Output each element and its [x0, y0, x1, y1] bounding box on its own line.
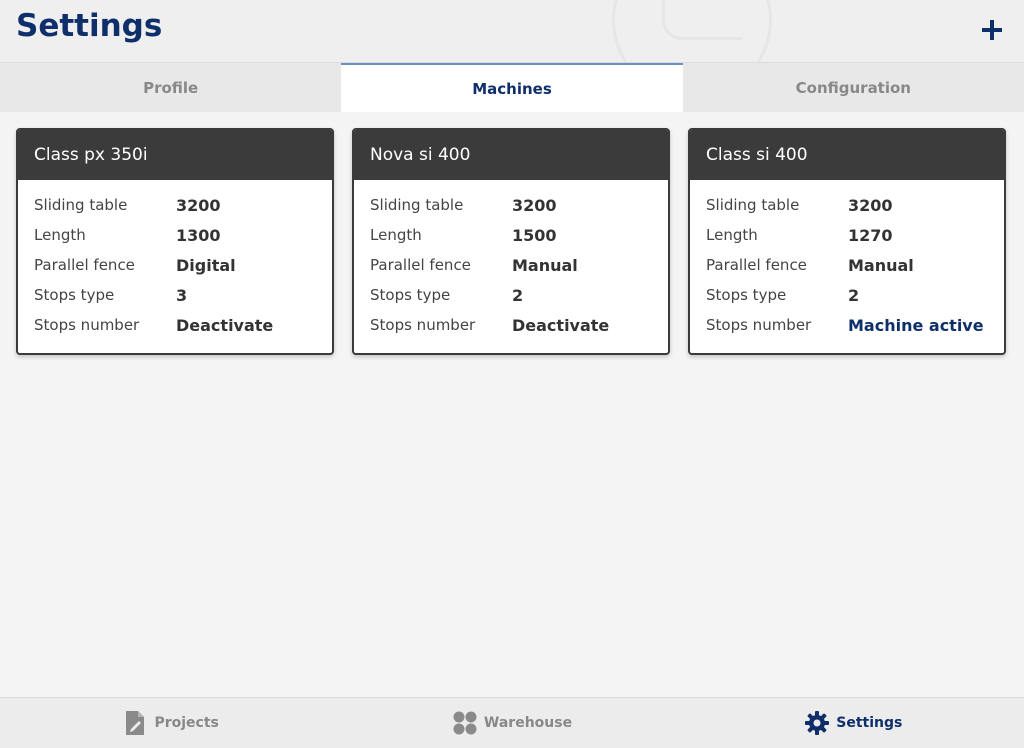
- machine-row-stops-type: Stops type 3: [34, 280, 316, 310]
- machine-row-stops-type: Stops type 2: [706, 280, 988, 310]
- tab-machines[interactable]: Machines: [341, 63, 683, 112]
- grid-dots-icon: [453, 711, 477, 735]
- tab-configuration[interactable]: Configuration: [795, 78, 911, 97]
- row-value: 3200: [848, 195, 893, 215]
- row-value: 3200: [176, 195, 221, 215]
- add-machine-button[interactable]: [974, 12, 1010, 48]
- machine-row-parallel-fence: Parallel fence Manual: [706, 250, 988, 280]
- machine-card[interactable]: Nova si 400 Sliding table 3200 Length 15…: [352, 128, 670, 355]
- row-label: Length: [370, 226, 422, 244]
- machine-card-title: Class si 400: [690, 130, 1004, 180]
- document-edit-icon: [126, 711, 145, 735]
- machine-card-title: Nova si 400: [354, 130, 668, 180]
- machine-card-title: Class px 350i: [18, 130, 332, 180]
- nav-settings[interactable]: Settings: [683, 698, 1024, 748]
- machine-card-list: Class px 350i Sliding table 3200 Length …: [16, 128, 1008, 355]
- machine-row-stops-number: Stops number Deactivate: [34, 310, 316, 340]
- machine-status-active: Machine active: [848, 315, 984, 335]
- background-logo-watermark-detail: [662, 0, 742, 40]
- machine-row-stops-type: Stops type 2: [370, 280, 652, 310]
- machine-row-parallel-fence: Parallel fence Digital: [34, 250, 316, 280]
- machine-row-sliding-table: Sliding table 3200: [370, 190, 652, 220]
- row-label: Stops type: [34, 286, 115, 304]
- page-title: Settings: [16, 8, 163, 44]
- row-label: Sliding table: [370, 196, 464, 214]
- row-value: 1270: [848, 225, 893, 245]
- row-label: Parallel fence: [34, 256, 135, 274]
- row-value: 2: [512, 285, 524, 305]
- bottom-navigation: Projects Warehouse Settings: [0, 697, 1024, 748]
- row-value: Manual: [512, 255, 578, 275]
- row-value: 1300: [176, 225, 221, 245]
- nav-projects-label: Projects: [154, 715, 219, 731]
- row-label: Stops number: [370, 316, 476, 334]
- tab-bar: Profile Machines Configuration: [0, 62, 1024, 112]
- machine-row-parallel-fence: Parallel fence Manual: [370, 250, 652, 280]
- machine-row-stops-number: Stops number Machine active: [706, 310, 988, 340]
- app-header: Settings: [0, 0, 1024, 62]
- machine-row-length: Length 1300: [34, 220, 316, 250]
- machine-row-stops-number: Stops number Deactivate: [370, 310, 652, 340]
- machine-status-action[interactable]: Deactivate: [512, 315, 610, 335]
- row-label: Length: [706, 226, 758, 244]
- machine-status-action[interactable]: Deactivate: [176, 315, 274, 335]
- machine-card-body: Sliding table 3200 Length 1300 Parallel …: [18, 180, 332, 340]
- row-label: Sliding table: [34, 196, 128, 214]
- row-value: 3200: [512, 195, 557, 215]
- row-value: 2: [848, 285, 860, 305]
- row-label: Parallel fence: [370, 256, 471, 274]
- row-value: Manual: [848, 255, 914, 275]
- background-logo-watermark: [612, 0, 772, 62]
- row-value: Digital: [176, 255, 236, 275]
- row-value: 1500: [512, 225, 557, 245]
- row-label: Stops number: [34, 316, 140, 334]
- machine-card[interactable]: Class si 400 Sliding table 3200 Length 1…: [688, 128, 1006, 355]
- machine-row-length: Length 1500: [370, 220, 652, 250]
- row-label: Stops type: [370, 286, 451, 304]
- row-label: Stops type: [706, 286, 787, 304]
- nav-warehouse[interactable]: Warehouse: [341, 698, 682, 748]
- row-label: Length: [34, 226, 86, 244]
- row-label: Sliding table: [706, 196, 800, 214]
- machine-card-body: Sliding table 3200 Length 1270 Parallel …: [690, 180, 1004, 340]
- machine-row-length: Length 1270: [706, 220, 988, 250]
- tab-profile[interactable]: Profile: [143, 78, 199, 97]
- machine-card[interactable]: Class px 350i Sliding table 3200 Length …: [16, 128, 334, 355]
- nav-projects[interactable]: Projects: [0, 698, 341, 748]
- machine-row-sliding-table: Sliding table 3200: [34, 190, 316, 220]
- row-label: Stops number: [706, 316, 812, 334]
- row-value: 3: [176, 285, 188, 305]
- gear-icon: [805, 711, 830, 735]
- machine-row-sliding-table: Sliding table 3200: [706, 190, 988, 220]
- machine-card-body: Sliding table 3200 Length 1500 Parallel …: [354, 180, 668, 340]
- nav-warehouse-label: Warehouse: [483, 715, 573, 731]
- row-label: Parallel fence: [706, 256, 807, 274]
- nav-settings-label: Settings: [836, 715, 903, 731]
